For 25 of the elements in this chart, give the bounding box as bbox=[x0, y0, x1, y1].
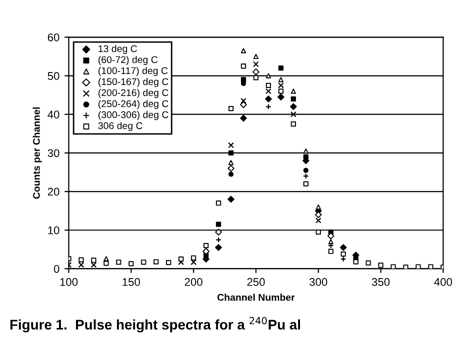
caption: Figure 1. Pulse height spectra for a $^{240}$Pu al bbox=[10, 316, 300, 332]
y-tick-label: 30 bbox=[48, 149, 60, 158]
legend-label: 306 deg C bbox=[98, 122, 142, 132]
x-tick-label: 200 bbox=[184, 278, 202, 286]
y-axis-title: Counts per Channel bbox=[32, 107, 42, 199]
x-axis-title: Channel Number bbox=[217, 294, 295, 301]
x-tick-label: 250 bbox=[247, 278, 265, 286]
y-tick-label: 20 bbox=[48, 188, 60, 196]
y-tick-label: 40 bbox=[48, 110, 60, 118]
y-tick-label: 60 bbox=[48, 33, 60, 42]
y-tick-label: 10 bbox=[48, 226, 60, 234]
x-tick-label: 100 bbox=[60, 278, 78, 286]
legend-label: (60-72) deg C bbox=[98, 56, 158, 66]
x-tick-label: 300 bbox=[310, 278, 328, 286]
legend-label: (100-117) deg C bbox=[98, 66, 168, 76]
y-tick-label: 0 bbox=[54, 264, 60, 273]
x-tick-label: 400 bbox=[434, 278, 452, 286]
legend-label: 13 deg C bbox=[98, 44, 137, 54]
legend-label: (200-216) deg C bbox=[98, 88, 168, 98]
legend-label: (150-167) deg C bbox=[98, 78, 168, 88]
legend-label: (300-306) deg C bbox=[98, 111, 168, 120]
x-tick-label: 150 bbox=[122, 278, 140, 286]
y-tick-label: 50 bbox=[48, 72, 60, 80]
legend-label: (250-264) deg C bbox=[98, 100, 168, 110]
x-tick-label: 350 bbox=[372, 278, 390, 286]
